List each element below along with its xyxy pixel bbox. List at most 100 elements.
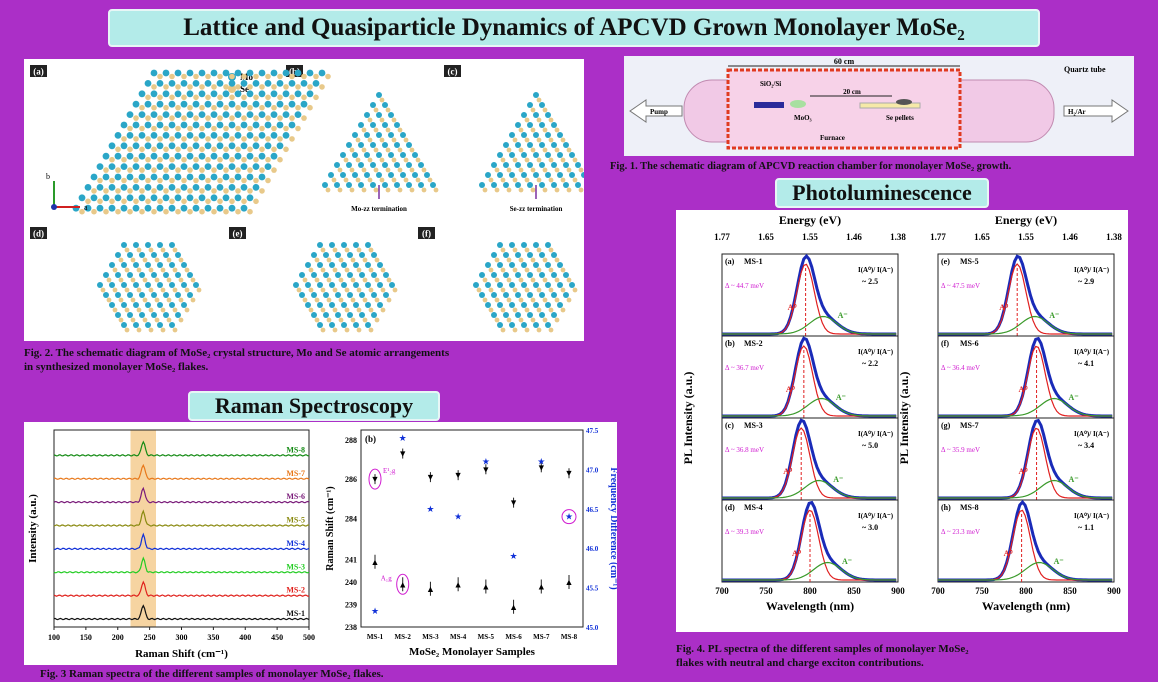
hex-e-mo	[317, 302, 323, 308]
tri-b-se	[391, 137, 397, 143]
mo-atom	[246, 90, 254, 98]
poster-title-banner: Lattice and Quasiparticle Dynamics of AP…	[108, 9, 1040, 47]
mo-atom	[114, 132, 122, 139]
tri-c-se	[500, 177, 506, 183]
mo-atom	[186, 194, 194, 202]
freq-diff-point: ★	[537, 457, 545, 467]
mo-atom	[108, 142, 116, 150]
hex-e-se	[380, 267, 386, 273]
mo-atom	[222, 152, 230, 160]
tri-c-se	[554, 147, 560, 153]
tri-b-mo	[412, 172, 418, 178]
hex-f-mo	[509, 282, 515, 288]
mo-atom	[186, 90, 194, 98]
hex-d-mo	[115, 272, 121, 278]
se-atom	[103, 167, 109, 173]
tri-c-mo	[551, 162, 557, 168]
mo-atom	[318, 69, 326, 77]
se-atom	[217, 115, 223, 121]
a1g-point: ▲	[426, 584, 435, 594]
mo-atom	[240, 204, 248, 212]
se-atom	[91, 208, 97, 215]
mo-atom	[294, 111, 302, 118]
se-atom	[295, 84, 301, 90]
mo-atom	[120, 184, 128, 191]
substrate	[754, 102, 784, 108]
tri-c-se	[566, 147, 572, 153]
se-atom	[103, 188, 109, 194]
hex-e-se	[386, 297, 392, 303]
se-zz-label: Se-zz termination	[510, 205, 563, 213]
furnace-label: Furnace	[820, 134, 845, 142]
x-tick-label: MS-7	[533, 633, 550, 641]
se-atom	[151, 104, 157, 111]
hex-f-se	[488, 287, 494, 293]
hex-d-mo	[139, 272, 145, 278]
hex-f-mo	[539, 292, 545, 298]
tri-b-mo	[388, 172, 394, 178]
moo3-powder	[790, 100, 806, 108]
hex-e-mo	[341, 322, 347, 328]
tri-c-mo	[539, 162, 545, 168]
boat	[859, 102, 921, 109]
hex-f-se	[476, 287, 482, 293]
hex-e-mo	[311, 272, 317, 278]
hex-d-mo	[145, 282, 151, 288]
series-label: MS-7	[286, 469, 305, 478]
mo-atom	[204, 121, 212, 129]
tri-b-mo	[364, 172, 370, 178]
se-atom	[187, 208, 193, 215]
hex-d-mo	[187, 272, 193, 278]
hex-d-se	[148, 267, 154, 273]
hex-f-mo	[479, 272, 485, 278]
tri-b-se	[361, 187, 367, 193]
hex-d-se	[166, 257, 172, 263]
hex-d-mo	[133, 282, 139, 288]
hex-f-mo	[527, 292, 533, 298]
se-atom	[139, 188, 145, 194]
mo-atom	[288, 121, 296, 129]
se-atom	[115, 188, 121, 194]
pl-panel-tag: (g)	[941, 421, 951, 430]
tri-b-mo	[400, 132, 406, 138]
mo-atom	[174, 194, 182, 202]
tri-c-mo	[503, 162, 509, 168]
tri-c-mo	[503, 182, 509, 188]
hex-d-mo	[139, 292, 145, 298]
mo-atom	[132, 121, 140, 129]
se-atom	[163, 125, 169, 132]
se-atom	[169, 94, 175, 101]
hex-f-se	[560, 307, 566, 313]
delta-label: Δ ~ 35.9 meV	[941, 446, 980, 454]
mo-atom	[234, 194, 242, 202]
mo-atom	[192, 100, 200, 108]
panel-tag-bg	[30, 227, 47, 239]
se-atom	[151, 208, 157, 215]
hex-f-se	[548, 267, 554, 273]
hex-f-mo	[545, 282, 551, 288]
hex-e-se	[392, 287, 398, 293]
se-atom	[151, 146, 157, 153]
se-atom	[121, 198, 127, 205]
tri-c-se	[530, 107, 536, 113]
mo-atom	[228, 163, 236, 170]
hex-f-se	[554, 317, 560, 323]
hex-f-se	[506, 317, 512, 323]
hex-e-mo	[347, 272, 353, 278]
e2g-annotation: E¹₂g	[383, 467, 396, 475]
hex-f-mo	[539, 252, 545, 258]
raman-series-MS-4	[53, 532, 310, 551]
top-tick-label: 1.38	[1106, 232, 1122, 242]
se-atom	[229, 73, 235, 80]
hex-d-se	[166, 317, 172, 323]
hex-d-se	[166, 297, 172, 303]
tri-b-se	[415, 157, 421, 163]
hex-e-se	[344, 247, 350, 253]
tri-b-se	[385, 187, 391, 193]
hex-d-mo	[109, 282, 115, 288]
se-atom	[253, 136, 259, 142]
hex-e-se	[368, 247, 374, 253]
se-atom	[157, 115, 163, 121]
mo-atom	[126, 194, 134, 202]
mo-atom	[144, 163, 152, 170]
